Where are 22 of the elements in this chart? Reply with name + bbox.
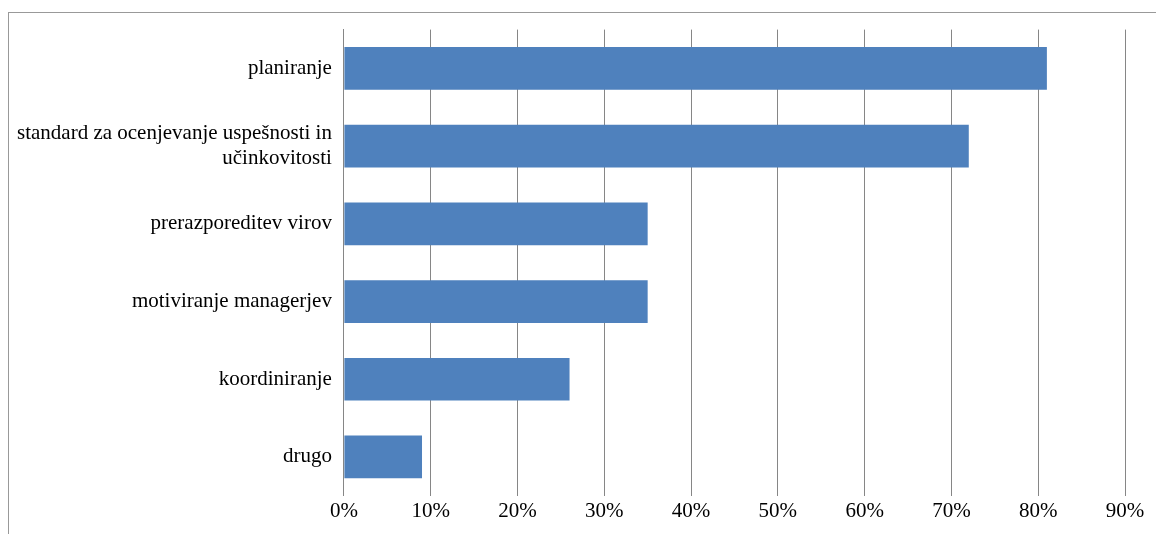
- x-tick-label: 90%: [1105, 497, 1145, 522]
- x-tick-label: 10%: [411, 497, 450, 522]
- bar: [344, 202, 648, 246]
- x-tick-label: 30%: [585, 497, 624, 522]
- y-tick-label: prerazporeditev virov: [150, 210, 333, 235]
- bar: [344, 280, 648, 323]
- y-tick-label: standard za ocenjevanje uspešnosti in učinkovitosti: [16, 120, 333, 170]
- y-tick-label: planiranje: [247, 54, 332, 79]
- x-tick-label: 50%: [758, 497, 798, 522]
- bar: [344, 435, 423, 479]
- y-tick-label: motiviranje managerjev: [131, 288, 333, 313]
- x-tick-label: 0%: [329, 497, 358, 522]
- x-tick-label: 80%: [1018, 497, 1058, 522]
- x-tick-label: 70%: [932, 497, 971, 522]
- y-tick-label: koordiniranje: [218, 365, 332, 390]
- bar: [344, 124, 969, 168]
- y-tick-label: drugo: [282, 443, 332, 468]
- x-tick-label: 20%: [498, 497, 537, 522]
- x-tick-label: 40%: [671, 497, 711, 522]
- bar: [344, 357, 570, 401]
- x-tick-label: 60%: [845, 497, 884, 522]
- bar: [344, 47, 1047, 90]
